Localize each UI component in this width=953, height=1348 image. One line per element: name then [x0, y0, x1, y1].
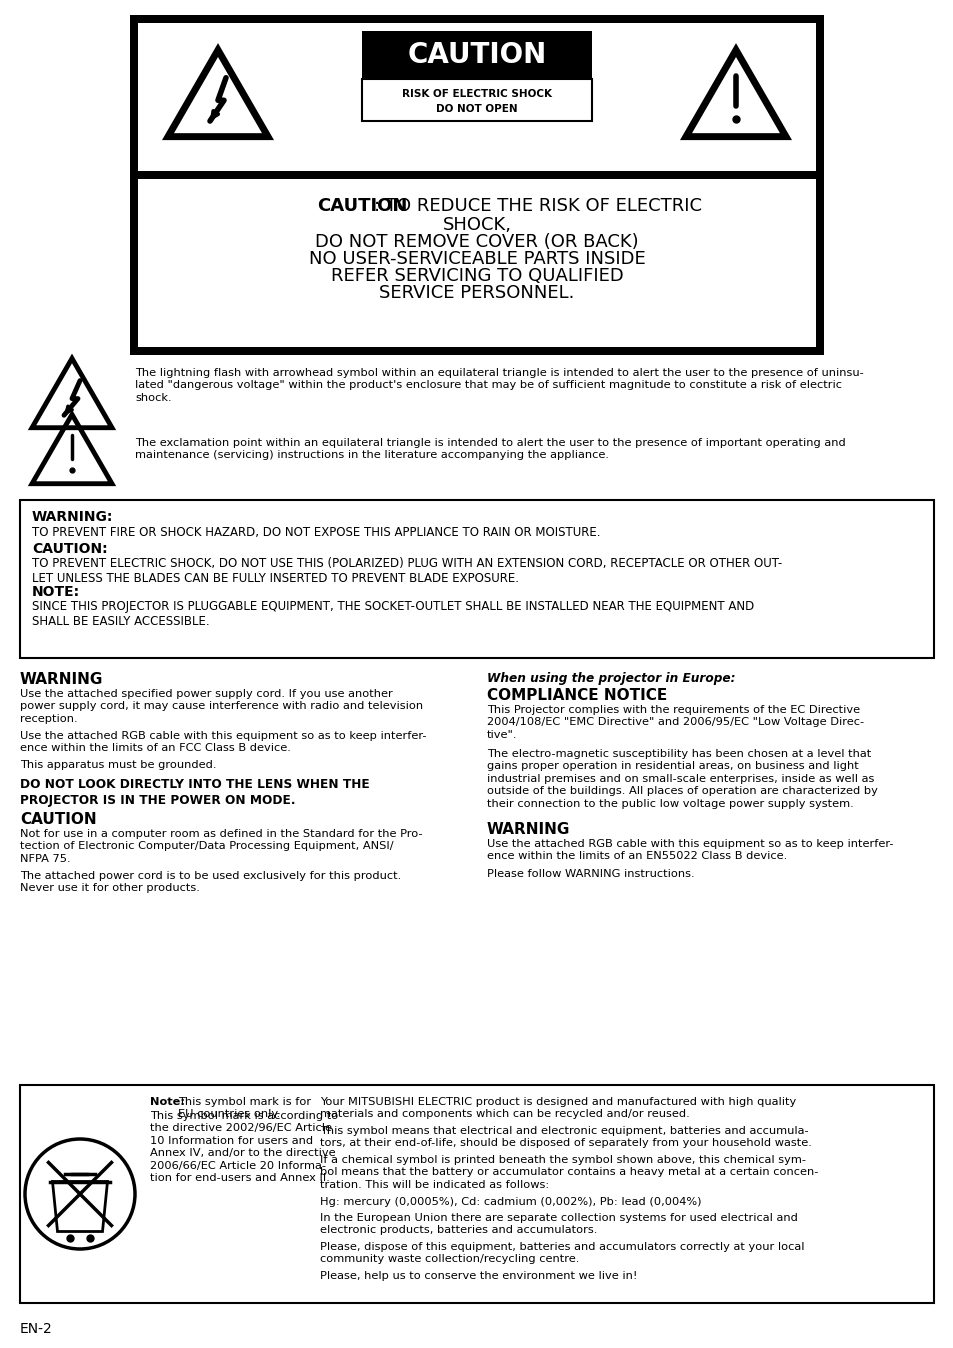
- Text: CAUTION: CAUTION: [316, 197, 407, 214]
- Text: Please, dispose of this equipment, batteries and accumulators correctly at your : Please, dispose of this equipment, batte…: [319, 1242, 803, 1264]
- Text: TO PREVENT FIRE OR SHOCK HAZARD, DO NOT EXPOSE THIS APPLIANCE TO RAIN OR MOISTUR: TO PREVENT FIRE OR SHOCK HAZARD, DO NOT …: [32, 526, 599, 539]
- Text: Use the attached specified power supply cord. If you use another
power supply co: Use the attached specified power supply …: [20, 689, 423, 724]
- Text: COMPLIANCE NOTICE: COMPLIANCE NOTICE: [486, 687, 666, 704]
- Text: SINCE THIS PROJECTOR IS PLUGGABLE EQUIPMENT, THE SOCKET-OUTLET SHALL BE INSTALLE: SINCE THIS PROJECTOR IS PLUGGABLE EQUIPM…: [32, 600, 754, 628]
- Text: Please follow WARNING instructions.: Please follow WARNING instructions.: [486, 869, 694, 879]
- Text: WARNING: WARNING: [486, 822, 570, 837]
- Text: The exclamation point within an equilateral triangle is intended to alert the us: The exclamation point within an equilate…: [135, 438, 845, 461]
- Text: RISK OF ELECTRIC SHOCK: RISK OF ELECTRIC SHOCK: [401, 89, 552, 98]
- Text: NOTE:: NOTE:: [32, 585, 80, 599]
- Text: The electro-magnetic susceptibility has been chosen at a level that
gains proper: The electro-magnetic susceptibility has …: [486, 749, 877, 809]
- FancyBboxPatch shape: [138, 171, 815, 179]
- Text: Use the attached RGB cable with this equipment so as to keep interfer-
ence with: Use the attached RGB cable with this equ…: [20, 731, 426, 754]
- Text: Use the attached RGB cable with this equipment so as to keep interfer-
ence with: Use the attached RGB cable with this equ…: [486, 838, 893, 861]
- Text: WARNING:: WARNING:: [32, 510, 113, 524]
- Text: NO USER-SERVICEABLE PARTS INSIDE: NO USER-SERVICEABLE PARTS INSIDE: [309, 249, 644, 268]
- Text: CAUTION:: CAUTION:: [32, 542, 108, 555]
- Text: The lightning flash with arrowhead symbol within an equilateral triangle is inte: The lightning flash with arrowhead symbo…: [135, 368, 862, 403]
- Text: This Projector complies with the requirements of the EC Directive
2004/108/EC "E: This Projector complies with the require…: [486, 705, 863, 740]
- Text: TO PREVENT ELECTRIC SHOCK, DO NOT USE THIS (POLARIZED) PLUG WITH AN EXTENSION CO: TO PREVENT ELECTRIC SHOCK, DO NOT USE TH…: [32, 557, 781, 585]
- Text: DO NOT LOOK DIRECTLY INTO THE LENS WHEN THE
PROJECTOR IS IN THE POWER ON MODE.: DO NOT LOOK DIRECTLY INTO THE LENS WHEN …: [20, 778, 370, 807]
- Text: SHOCK,: SHOCK,: [442, 216, 511, 235]
- Text: When using the projector in Europe:: When using the projector in Europe:: [486, 673, 735, 685]
- Text: SERVICE PERSONNEL.: SERVICE PERSONNEL.: [379, 284, 574, 302]
- Text: The attached power cord is to be used exclusively for this product.
Never use it: The attached power cord is to be used ex…: [20, 871, 401, 894]
- Text: Hg: mercury (0,0005%), Cd: cadmium (0,002%), Pb: lead (0,004%): Hg: mercury (0,0005%), Cd: cadmium (0,00…: [319, 1197, 700, 1206]
- FancyBboxPatch shape: [361, 80, 592, 121]
- Text: EN-2: EN-2: [20, 1322, 52, 1336]
- Text: This apparatus must be grounded.: This apparatus must be grounded.: [20, 760, 216, 770]
- FancyBboxPatch shape: [138, 179, 815, 346]
- FancyBboxPatch shape: [130, 15, 823, 355]
- Text: Please, help us to conserve the environment we live in!: Please, help us to conserve the environm…: [319, 1271, 637, 1281]
- Text: DO NOT OPEN: DO NOT OPEN: [436, 104, 517, 115]
- Text: Not for use in a computer room as defined in the Standard for the Pro-
tection o: Not for use in a computer room as define…: [20, 829, 422, 864]
- Text: This symbol means that electrical and electronic equipment, batteries and accumu: This symbol means that electrical and el…: [319, 1126, 811, 1148]
- Text: If a chemical symbol is printed beneath the symbol shown above, this chemical sy: If a chemical symbol is printed beneath …: [319, 1155, 818, 1190]
- Text: Your MITSUBISHI ELECTRIC product is designed and manufactured with high quality
: Your MITSUBISHI ELECTRIC product is desi…: [319, 1097, 796, 1119]
- Text: CAUTION: CAUTION: [20, 811, 96, 828]
- Text: REFER SERVICING TO QUALIFIED: REFER SERVICING TO QUALIFIED: [331, 267, 622, 284]
- Text: This symbol mark is for
EU countries only.: This symbol mark is for EU countries onl…: [178, 1097, 311, 1119]
- FancyBboxPatch shape: [20, 500, 933, 658]
- FancyBboxPatch shape: [20, 1085, 933, 1304]
- Text: Note:: Note:: [150, 1097, 185, 1107]
- Text: WARNING: WARNING: [20, 673, 103, 687]
- Text: In the European Union there are separate collection systems for used electrical : In the European Union there are separate…: [319, 1213, 797, 1235]
- FancyBboxPatch shape: [361, 31, 592, 80]
- Text: CAUTION: CAUTION: [407, 40, 546, 69]
- Text: DO NOT REMOVE COVER (OR BACK): DO NOT REMOVE COVER (OR BACK): [314, 233, 639, 251]
- Text: : TO REDUCE THE RISK OF ELECTRIC: : TO REDUCE THE RISK OF ELECTRIC: [375, 197, 701, 214]
- Text: This symbol mark is according to
the directive 2002/96/EC Article
10 Information: This symbol mark is according to the dir…: [150, 1111, 338, 1184]
- FancyBboxPatch shape: [138, 23, 815, 171]
